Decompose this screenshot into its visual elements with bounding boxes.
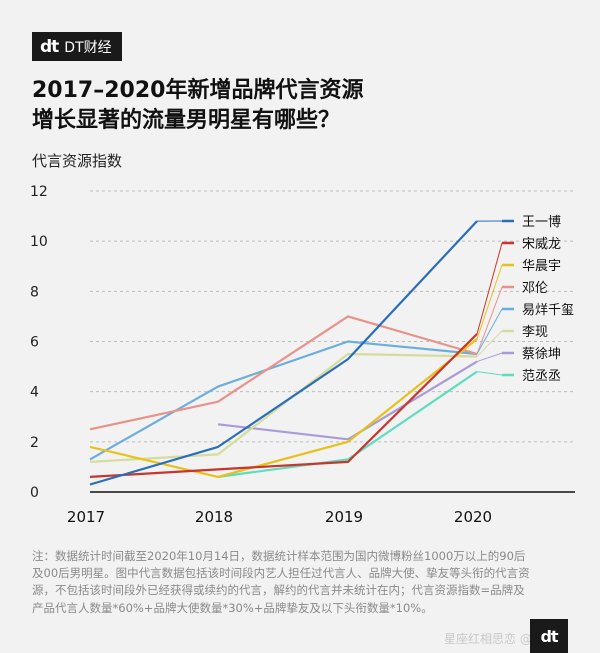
series-line xyxy=(217,360,478,441)
legend-connector xyxy=(476,242,503,335)
series-line xyxy=(89,315,478,431)
y-tick-label: 8 xyxy=(30,284,39,300)
series-line xyxy=(89,338,478,478)
brand-name: DT财经 xyxy=(64,39,112,56)
title-line-2: 增长显著的流量男明星有哪些？ xyxy=(32,108,341,133)
series-line xyxy=(89,340,478,461)
series-line xyxy=(89,220,478,486)
x-tick-label: 2018 xyxy=(195,508,233,526)
legend-connector xyxy=(476,352,503,363)
legend-connector xyxy=(476,308,503,355)
y-axis-label: 代言资源指数 xyxy=(32,152,123,170)
legend-connector xyxy=(476,330,503,357)
legend-label: 王一博 xyxy=(522,215,561,230)
series-line xyxy=(89,352,478,463)
x-tick-label: 2019 xyxy=(325,508,363,526)
y-tick-label: 12 xyxy=(30,184,48,200)
footnote: 注：数据统计时间截至2020年10月14日，数据统计样本范围为国内微博粉丝100… xyxy=(32,549,530,615)
legend-label: 宋威龙 xyxy=(522,237,561,252)
x-tick-label: 2017 xyxy=(67,508,105,526)
brand-mark: dt xyxy=(40,36,59,57)
legend-label: 范丞丞 xyxy=(522,369,561,384)
legend-label: 李现 xyxy=(522,325,548,340)
title-line-1: 2017–2020年新增品牌代言资源 xyxy=(32,78,364,103)
y-tick-label: 4 xyxy=(30,385,39,401)
y-tick-label: 0 xyxy=(30,485,39,501)
corner-logo-mark: dt xyxy=(530,619,568,653)
legend-label: 易烊千玺 xyxy=(522,303,574,318)
legend-connector xyxy=(476,371,503,376)
series-line xyxy=(89,333,478,478)
legend-label: 蔡徐坤 xyxy=(522,347,561,362)
series-line xyxy=(217,370,478,478)
y-tick-label: 2 xyxy=(30,435,39,451)
legend-label: 华晨宇 xyxy=(522,259,561,274)
y-tick-label: 10 xyxy=(30,234,48,250)
legend-connector xyxy=(476,286,503,355)
chart-title: 2017–2020年新增品牌代言资源 增长显著的流量男明星有哪些？ xyxy=(32,76,572,136)
x-tick-label: 2020 xyxy=(454,508,492,526)
legend-connector xyxy=(476,264,503,340)
legend-label: 邓伦 xyxy=(522,281,548,296)
y-tick-label: 6 xyxy=(30,335,39,351)
brand-logo: dt DT财经 xyxy=(32,32,122,61)
